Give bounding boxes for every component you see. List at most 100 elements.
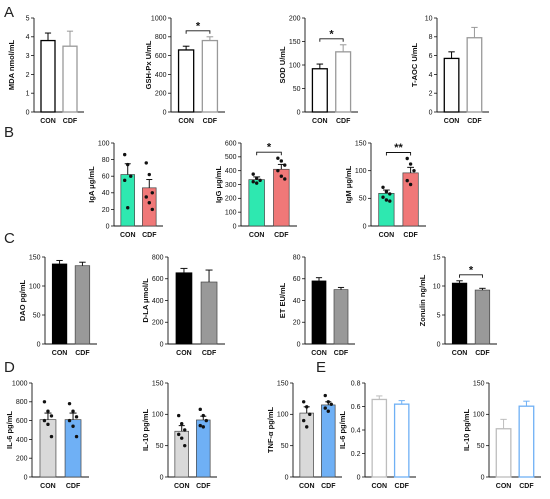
y-tick-label: 20 — [102, 207, 110, 214]
y-tick-label: 50 — [281, 443, 289, 450]
bar — [248, 179, 265, 227]
bar — [466, 37, 483, 113]
y-tick-label: 0 — [437, 341, 441, 348]
bar — [299, 412, 314, 478]
y-tick-label: 5 — [26, 15, 30, 22]
chart-taoc: 0 2 4 6 8 10 T-AOC U/mL CON CDF — [410, 15, 489, 125]
data-point — [258, 178, 262, 183]
data-point — [49, 434, 54, 439]
chart-igm: 0 50 100 150 IgM μg/mL CON CDF ** — [344, 140, 426, 239]
category-label: CON — [311, 350, 327, 357]
y-tick-label: 15 — [433, 254, 441, 261]
y-tick-label: 0 — [37, 341, 41, 348]
bar — [39, 419, 57, 478]
y-tick-label: 80 — [293, 254, 301, 261]
y-tick-label: 600 — [152, 276, 164, 283]
data-point — [254, 181, 259, 185]
data-point — [126, 206, 130, 210]
y-tick-label: 100 — [277, 412, 289, 419]
y-tick-label: 400 — [16, 437, 28, 444]
category-label: CON — [299, 483, 315, 490]
bar — [40, 39, 56, 113]
category-label: CDF — [395, 483, 410, 490]
bar — [518, 405, 535, 478]
category-label: CON — [496, 483, 512, 490]
y-axis-label: D-LA μmol/L — [141, 278, 150, 323]
data-point — [408, 162, 413, 166]
y-tick-label: 800 — [152, 254, 164, 261]
y-axis-label: DAO pg/mL — [18, 279, 27, 321]
chart-mda: 0 1 2 3 4 5 MDA nmol/mL CON CDF — [7, 15, 84, 125]
y-tick-label: 0 — [160, 474, 164, 481]
y-tick-label: 150 — [473, 380, 485, 387]
data-point — [144, 161, 148, 165]
data-point — [46, 409, 50, 413]
bar — [120, 174, 135, 227]
data-point — [254, 176, 259, 180]
data-point — [279, 159, 284, 163]
bar — [321, 404, 336, 478]
data-point — [384, 198, 389, 202]
y-tick-label: 60 — [293, 276, 301, 283]
data-point — [384, 189, 389, 194]
data-point — [129, 174, 133, 178]
y-axis-label: IL-10 pg/mL — [462, 409, 471, 452]
y-tick-label: 0.8 — [351, 380, 361, 387]
y-tick-label: 0.2 — [351, 451, 361, 458]
y-tick-label: 200 — [225, 196, 237, 203]
chart-il10e: 0 50 100 150 IL-10 pg/mL CON CDF — [462, 380, 541, 490]
data-point — [123, 178, 127, 183]
y-axis-label: IL-10 pg/mL — [141, 409, 150, 452]
data-point — [71, 409, 75, 413]
y-tick-label: 200 — [16, 456, 28, 463]
chart-tnf: 0 50 100 150 TNF-α pg/mL CON CDF — [266, 380, 342, 490]
bar — [393, 403, 410, 478]
data-point — [302, 400, 306, 404]
bar — [175, 272, 193, 345]
data-point — [326, 400, 330, 404]
category-label: CON — [444, 118, 460, 125]
panel-letter-c: C — [4, 230, 15, 247]
y-tick-label: 2 — [429, 91, 433, 98]
data-point — [412, 168, 416, 173]
y-tick-label: 150 — [277, 380, 289, 387]
category-label: CDF — [403, 232, 418, 239]
y-tick-label: 0 — [357, 474, 361, 481]
data-point — [323, 393, 327, 398]
significance-bracket — [185, 30, 211, 34]
data-point — [177, 432, 181, 437]
bar — [177, 49, 195, 113]
panel-letter-b: B — [4, 124, 14, 141]
category-label: CDF — [196, 483, 211, 490]
bar — [371, 398, 388, 478]
data-point — [198, 407, 202, 412]
y-tick-label: 10 — [425, 15, 433, 22]
y-tick-label: 40 — [293, 298, 301, 305]
y-tick-label: 400 — [155, 72, 167, 79]
y-tick-label: 10 — [433, 283, 441, 290]
data-point — [74, 415, 79, 419]
y-axis-label: ET EU/mL — [278, 282, 287, 318]
y-axis-label: IgA μg/mL — [87, 166, 96, 203]
significance-label: ** — [394, 142, 403, 154]
y-tick-label: 0 — [106, 223, 110, 230]
y-tick-label: 80 — [102, 157, 110, 164]
y-tick-label: 0 — [26, 109, 30, 116]
data-point — [302, 418, 306, 423]
data-point — [201, 425, 205, 429]
bar — [201, 39, 219, 113]
data-point — [251, 172, 255, 176]
significance-label: * — [196, 20, 201, 32]
y-tick-label: 300 — [225, 182, 237, 189]
y-axis-label: GSH-Px U/mL — [144, 40, 153, 89]
data-point — [276, 168, 280, 173]
category-label: CDF — [321, 483, 336, 490]
y-tick-label: 2 — [26, 72, 30, 79]
y-tick-label: 4 — [429, 72, 433, 79]
data-point — [126, 162, 130, 167]
y-tick-label: 400 — [152, 298, 164, 305]
bar — [451, 282, 468, 345]
data-point — [408, 182, 413, 187]
y-tick-label: 50 — [359, 196, 367, 203]
